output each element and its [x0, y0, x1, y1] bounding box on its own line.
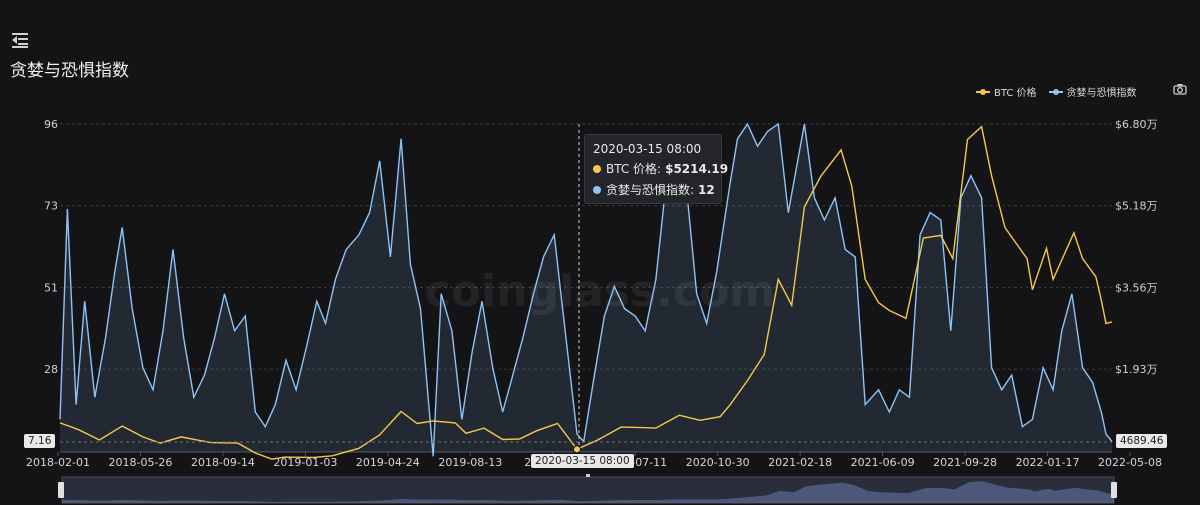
y-left-tick-label: 96: [44, 118, 58, 131]
x-tick-label: 2018-05-26: [108, 456, 172, 469]
x-tick-label: 2020-10-30: [686, 456, 750, 469]
x-tick-label: 2021-06-09: [851, 456, 915, 469]
zoom-slider[interactable]: [58, 474, 1117, 504]
x-tick-label: 2022-01-17: [1016, 456, 1080, 469]
tooltip: 2020-03-15 08:00 BTC 价格: $5214.19 贪婪与恐惧指…: [584, 134, 728, 204]
y-right-min-badge: 4689.46: [1116, 434, 1168, 448]
y-right-tick-label: $3.56万: [1115, 281, 1158, 294]
tooltip-label: 贪婪与恐惧指数:: [606, 183, 695, 197]
tooltip-label: BTC 价格:: [606, 162, 662, 176]
zoom-handle-left: [58, 482, 64, 498]
tooltip-value: 12: [698, 182, 715, 197]
crosshair-x-label: 2020-03-15 08:00: [531, 454, 634, 468]
x-tick-label: 2021-02-18: [768, 456, 832, 469]
camera-icon[interactable]: [1173, 83, 1187, 95]
btc-price-hover-point: [572, 445, 581, 454]
legend-line-icon: [976, 88, 990, 96]
fear-greed-area: [60, 124, 1112, 457]
tooltip-row-btc: BTC 价格: $5214.19: [593, 160, 728, 177]
tooltip-date: 2020-03-15 08:00: [593, 142, 702, 156]
x-tick-label: 2019-01-03: [273, 456, 337, 469]
x-tick-label: 2022-05-08: [1098, 456, 1162, 469]
legend-label: BTC 价格: [994, 88, 1037, 99]
y-right-tick-label: $1.93万: [1115, 363, 1158, 376]
x-tick-label: 2019-08-13: [438, 456, 502, 469]
menu-collapse-icon[interactable]: [12, 32, 30, 48]
x-tick-label: 2018-09-14: [191, 456, 255, 469]
series-dot-icon: [593, 164, 601, 173]
legend-label: 贪婪与恐惧指数: [1066, 88, 1137, 99]
series-dot-icon: [593, 185, 601, 194]
y-right-tick-label: $6.80万: [1115, 118, 1158, 131]
legend-item-btc-price[interactable]: BTC 价格: [976, 84, 1037, 99]
zoom-grip-icon: [586, 474, 590, 477]
x-tick-label: 2018-02-01: [26, 456, 90, 469]
y-left-min-badge: 7.16: [24, 434, 56, 448]
tooltip-value: $5214.19: [665, 161, 729, 176]
legend-item-fear-greed[interactable]: 贪婪与恐惧指数: [1048, 84, 1137, 99]
tooltip-row-fear-greed: 贪婪与恐惧指数: 12: [593, 181, 715, 198]
x-tick-label: 2021-09-28: [933, 456, 997, 469]
zoom-slider-preview: [62, 481, 1114, 503]
y-right-tick-label: $5.18万: [1115, 200, 1158, 213]
page-title: 贪婪与恐惧指数: [10, 61, 129, 81]
zoom-handle-right: [1111, 482, 1117, 498]
y-left-tick-label: 51: [44, 281, 58, 294]
y-left-tick-label: 28: [44, 363, 58, 376]
legend-line-icon: [1048, 88, 1063, 96]
chart-legend: BTC 价格 贪婪与恐惧指数: [976, 84, 1137, 99]
btc-price-line: [59, 125, 1113, 460]
y-left-tick-label: 73: [44, 200, 58, 213]
x-tick-label: 2019-04-24: [356, 456, 420, 469]
